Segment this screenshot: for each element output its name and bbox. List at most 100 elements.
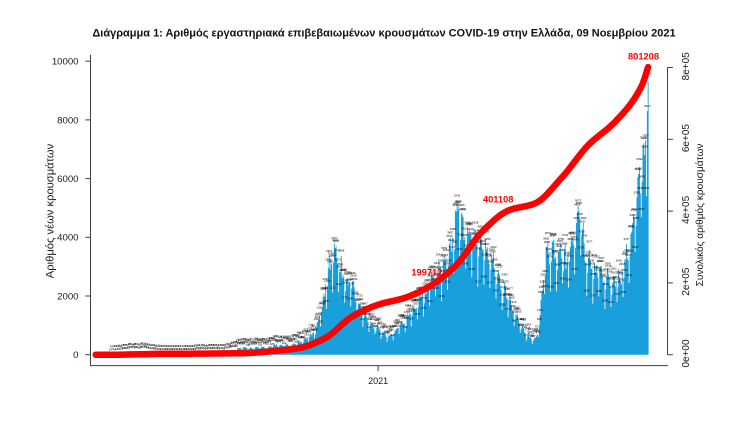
svg-text:1486: 1486 (509, 304, 516, 308)
svg-text:1335: 1335 (409, 308, 416, 312)
svg-text:12: 12 (114, 344, 118, 348)
svg-text:1986: 1986 (432, 286, 439, 290)
svg-text:2928: 2928 (604, 262, 611, 266)
svg-text:794: 794 (393, 324, 398, 328)
svg-text:4385: 4385 (633, 216, 640, 220)
svg-text:2706: 2706 (340, 268, 347, 272)
svg-text:55: 55 (131, 343, 135, 347)
svg-text:3486: 3486 (555, 242, 562, 246)
svg-text:4919: 4919 (452, 203, 459, 207)
svg-text:2656: 2656 (606, 270, 613, 274)
svg-text:694: 694 (313, 327, 318, 331)
svg-text:119: 119 (234, 344, 239, 348)
svg-text:49: 49 (122, 346, 126, 350)
svg-text:12: 12 (168, 344, 172, 348)
svg-text:3219: 3219 (625, 253, 632, 257)
svg-text:20: 20 (175, 347, 179, 351)
svg-text:1057: 1057 (400, 313, 407, 317)
svg-text:1729: 1729 (357, 297, 364, 301)
svg-text:981: 981 (512, 319, 517, 323)
svg-text:1200: 1200 (515, 309, 522, 313)
svg-text:955: 955 (318, 319, 323, 323)
svg-text:1124: 1124 (368, 315, 374, 319)
svg-text:1379: 1379 (514, 307, 521, 311)
svg-text:934: 934 (520, 317, 525, 321)
svg-text:2644: 2644 (617, 270, 624, 274)
svg-text:96: 96 (229, 345, 233, 349)
svg-text:225: 225 (263, 341, 268, 345)
svg-text:6e+05: 6e+05 (681, 124, 692, 153)
svg-text:22: 22 (170, 347, 174, 351)
svg-text:2802: 2802 (428, 265, 435, 269)
svg-text:85: 85 (128, 342, 132, 346)
svg-text:19: 19 (192, 344, 196, 348)
svg-text:81: 81 (130, 342, 134, 346)
svg-text:18: 18 (182, 347, 186, 351)
svg-text:257: 257 (248, 337, 253, 341)
svg-text:3682: 3682 (543, 236, 550, 240)
svg-text:698: 698 (392, 324, 397, 328)
svg-text:1330: 1330 (317, 305, 324, 309)
svg-text:241: 241 (259, 337, 264, 341)
svg-text:329: 329 (278, 338, 283, 342)
svg-text:22: 22 (117, 347, 121, 351)
svg-text:2131: 2131 (336, 282, 343, 286)
svg-text:1591: 1591 (413, 298, 420, 302)
svg-text:573: 573 (533, 331, 538, 335)
svg-text:47: 47 (121, 343, 125, 347)
svg-text:223: 223 (236, 338, 241, 342)
svg-text:24: 24 (159, 344, 163, 348)
svg-text:3593: 3593 (479, 239, 486, 243)
svg-text:39: 39 (195, 343, 199, 347)
svg-text:3363: 3363 (441, 246, 448, 250)
svg-text:945: 945 (367, 317, 372, 321)
svg-text:81: 81 (145, 342, 149, 346)
svg-text:2693: 2693 (599, 268, 606, 272)
svg-text:254: 254 (262, 337, 267, 341)
svg-text:3368: 3368 (338, 249, 345, 253)
svg-text:50: 50 (123, 343, 127, 347)
svg-text:75: 75 (127, 345, 131, 349)
svg-text:2748: 2748 (605, 264, 612, 268)
svg-text:1957: 1957 (503, 287, 510, 291)
svg-text:208: 208 (240, 341, 245, 345)
svg-text:2833: 2833 (336, 264, 343, 268)
svg-text:1235: 1235 (316, 311, 323, 315)
svg-text:18: 18 (165, 347, 169, 351)
svg-text:289: 289 (289, 339, 294, 343)
svg-text:0e+00: 0e+00 (681, 339, 692, 368)
svg-text:4890: 4890 (576, 201, 583, 205)
svg-text:4185: 4185 (467, 222, 474, 226)
svg-text:210: 210 (250, 338, 255, 342)
svg-text:200: 200 (246, 339, 251, 343)
svg-text:3606: 3606 (561, 242, 568, 246)
svg-text:86: 86 (129, 345, 133, 349)
svg-text:5400: 5400 (643, 186, 650, 190)
svg-text:328: 328 (278, 335, 283, 339)
svg-text:2211: 2211 (445, 280, 451, 284)
svg-text:2743: 2743 (572, 267, 579, 271)
svg-text:574: 574 (303, 331, 308, 335)
svg-text:287: 287 (268, 339, 273, 343)
svg-text:23: 23 (158, 347, 162, 351)
svg-text:1665: 1665 (508, 296, 515, 300)
svg-text:3196: 3196 (587, 254, 594, 258)
svg-text:2383: 2383 (481, 275, 488, 279)
svg-text:3116: 3116 (583, 253, 589, 257)
svg-text:60: 60 (147, 343, 151, 347)
svg-text:8: 8 (114, 347, 116, 351)
svg-text:51: 51 (148, 346, 152, 350)
svg-text:211: 211 (247, 341, 252, 345)
svg-text:22: 22 (119, 344, 123, 348)
svg-text:199712: 199712 (411, 268, 442, 278)
svg-text:2070: 2070 (541, 284, 548, 288)
svg-text:912: 912 (521, 318, 526, 322)
svg-text:1047: 1047 (369, 317, 376, 321)
svg-text:645: 645 (380, 326, 385, 330)
svg-text:50: 50 (209, 343, 213, 347)
svg-text:1097: 1097 (315, 312, 322, 316)
svg-text:654: 654 (387, 328, 392, 332)
svg-text:2277: 2277 (487, 281, 494, 285)
svg-text:3141: 3141 (436, 252, 443, 256)
svg-text:4093: 4093 (477, 224, 484, 228)
